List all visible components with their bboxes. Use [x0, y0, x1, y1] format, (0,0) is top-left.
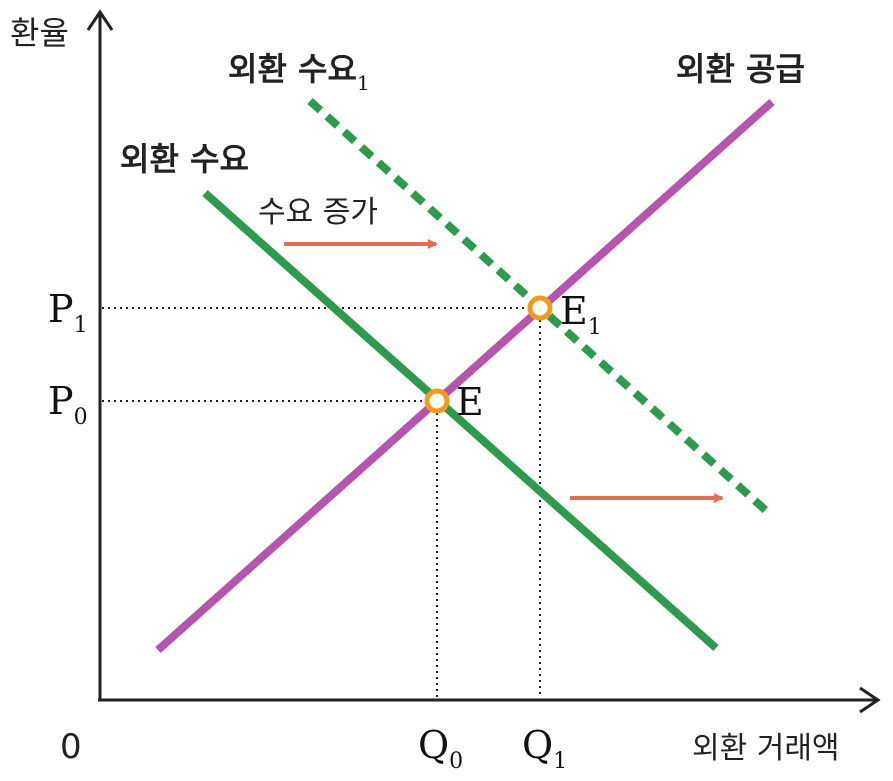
supply-curve [155, 99, 775, 653]
equilibrium-point-e [424, 388, 450, 414]
equilibrium-point-e1 [527, 295, 553, 321]
point-e-label: E [456, 380, 484, 424]
x-axis-label: 외환 거래액 [692, 731, 840, 766]
origin-label: 0 [60, 727, 82, 767]
supply-curve-label: 외환 공급 [676, 50, 805, 88]
q1-tick-label: Q1 [522, 723, 567, 774]
y-axis-label: 환율 [10, 14, 69, 52]
p1-tick-label: P1 [48, 287, 88, 338]
x-axis-arrowhead [859, 686, 881, 714]
demand-curve-label: 외환 수요 [120, 140, 249, 178]
y-axis-arrowhead [86, 9, 114, 31]
demand-increase-label: 수요 증가 [258, 195, 378, 230]
q0-tick-label: Q0 [418, 723, 463, 774]
point-e1-label: E1 [560, 289, 602, 340]
demand1-curve-label: 외환 수요1 [228, 50, 370, 95]
demand-curve [202, 190, 719, 651]
p0-tick-label: P0 [48, 379, 88, 430]
